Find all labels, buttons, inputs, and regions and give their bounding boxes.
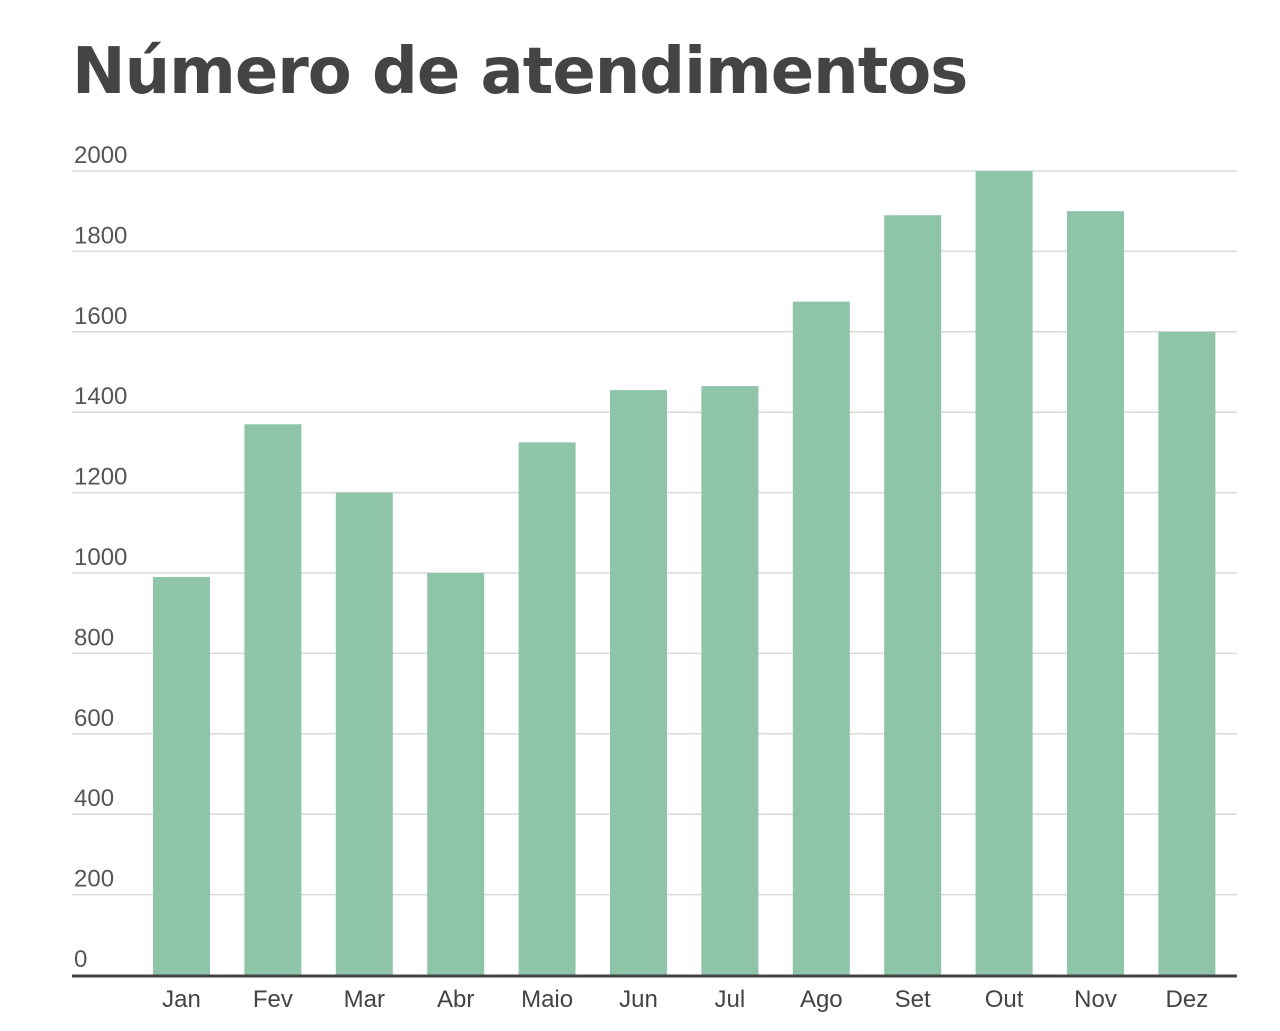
y-tick-label: 1400	[74, 383, 127, 410]
y-tick-label: 400	[74, 785, 114, 812]
y-tick-label: 1200	[74, 464, 127, 491]
x-tick-label: Out	[985, 986, 1024, 1013]
x-tick-label: Jun	[619, 986, 658, 1013]
bar	[884, 215, 942, 976]
bar	[153, 577, 210, 975]
y-axis-tick-labels: 0 200 400 600 800 1000 1200 1400 1600 1800 2000	[74, 142, 127, 973]
y-tick-label: 0	[74, 946, 87, 973]
x-tick-label: Jul	[715, 986, 746, 1013]
x-tick-label: Jan	[162, 986, 201, 1013]
y-tick-label: 1600	[74, 303, 127, 330]
y-tick-label: 600	[74, 705, 114, 732]
bar	[792, 301, 850, 975]
bar	[701, 386, 759, 975]
bar	[244, 424, 302, 975]
x-tick-label: Abr	[437, 986, 474, 1013]
x-tick-label: Ago	[800, 986, 843, 1013]
x-tick-label: Dez	[1166, 986, 1209, 1013]
x-tick-label: Mar	[344, 986, 385, 1013]
y-tick-label: 800	[74, 624, 114, 651]
bar	[335, 492, 393, 975]
y-tick-label: 1000	[74, 544, 127, 571]
bar	[427, 573, 485, 975]
bar	[975, 171, 1033, 975]
x-tick-label: Set	[895, 986, 931, 1013]
bars	[153, 171, 1216, 976]
bar	[1067, 211, 1124, 975]
x-tick-label: Fev	[253, 986, 293, 1013]
chart-title: Número de atendimentos	[72, 35, 968, 109]
y-tick-label: 200	[74, 866, 114, 893]
bar	[518, 442, 576, 976]
x-tick-label: Maio	[521, 986, 573, 1013]
y-tick-label: 2000	[74, 142, 127, 169]
x-tick-label: Nov	[1074, 986, 1117, 1013]
y-tick-label: 1800	[74, 222, 127, 249]
bar	[610, 390, 667, 976]
bar	[1158, 331, 1216, 975]
x-axis-tick-labels: Jan Fev Mar Abr Maio Jun Jul Ago Set Out Nov Dez	[162, 986, 1208, 1013]
